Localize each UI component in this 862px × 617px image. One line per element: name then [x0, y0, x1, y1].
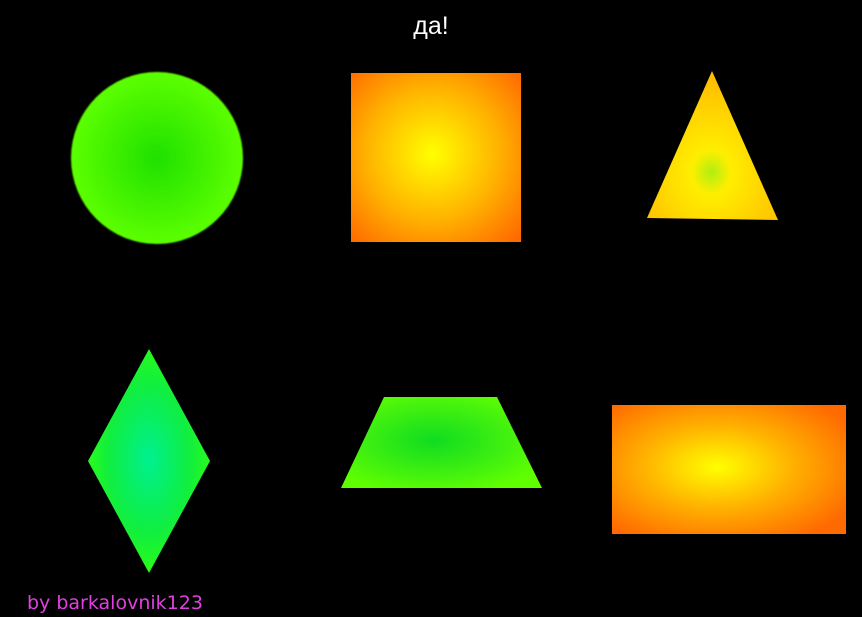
rectangle-shape[interactable]: [610, 403, 848, 536]
trapezoid-shape[interactable]: [339, 395, 544, 490]
rhombus-shape[interactable]: [86, 347, 212, 575]
author-credit: by barkalovnik123: [27, 592, 203, 614]
circle-shape[interactable]: [69, 70, 245, 246]
square-shape[interactable]: [349, 71, 523, 244]
game-title: да!: [413, 12, 449, 40]
triangle-shape[interactable]: [645, 69, 781, 222]
